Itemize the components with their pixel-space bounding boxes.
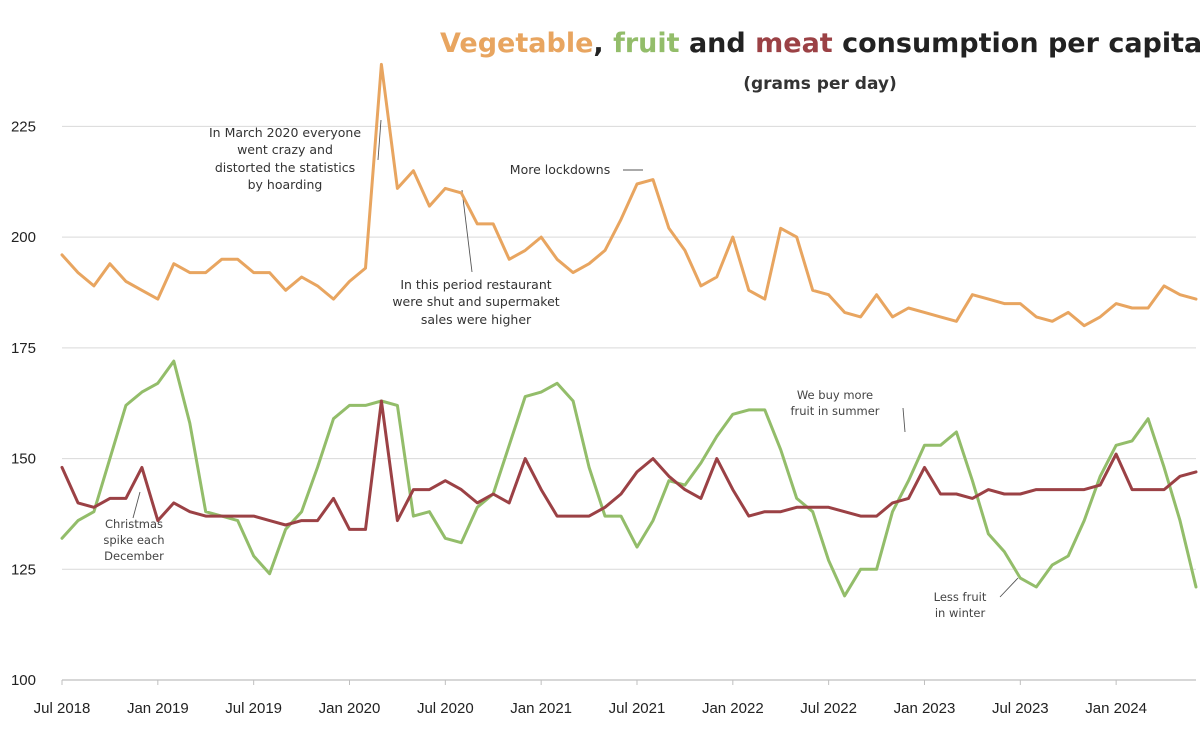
x-tick-label: Jan 2020 <box>319 700 381 717</box>
title-meat: meat <box>755 28 833 59</box>
x-tick-label: Jan 2024 <box>1085 700 1147 717</box>
chart-title: Vegetable, fruit and meat consumption pe… <box>440 28 1200 59</box>
x-tick-label: Jul 2022 <box>800 700 857 717</box>
y-tick-label: 100 <box>11 672 36 689</box>
x-tick-label: Jan 2022 <box>702 700 764 717</box>
title-comma: , <box>593 28 604 59</box>
series-line-fruit <box>60 359 1198 598</box>
x-tick-label: Jan 2021 <box>510 700 572 717</box>
title-fruit: fruit <box>613 28 680 59</box>
y-axis: 100 125 150 175 200 225 <box>11 118 36 689</box>
title-and: and <box>688 28 746 59</box>
y-tick-label: 200 <box>11 229 36 246</box>
annotation-more-lockdowns: More lockdowns <box>509 162 611 177</box>
series-lines <box>60 62 1198 598</box>
x-tick-label: Jul 2018 <box>34 700 91 717</box>
gridlines <box>62 125 1196 570</box>
annotation-fruit-winter: Less fruit in winter <box>933 590 987 620</box>
annotation-leader <box>999 577 1019 598</box>
series-line-meat <box>60 399 1198 531</box>
annotation-leader <box>902 407 906 433</box>
x-tick-label: Jan 2023 <box>894 700 956 717</box>
annotation-christmas: Christmas spike each December <box>103 517 165 563</box>
x-tick-label: Jul 2019 <box>225 700 282 717</box>
series-line-vegetable <box>60 62 1198 328</box>
y-tick-label: 125 <box>11 561 36 578</box>
x-tick-label: Jul 2021 <box>609 700 666 717</box>
x-tick-label: Jul 2020 <box>417 700 474 717</box>
annotation-march-2020: In March 2020 everyone went crazy and di… <box>208 125 362 192</box>
x-tick-label: Jan 2019 <box>127 700 189 717</box>
y-tick-label: 225 <box>11 118 36 135</box>
y-tick-label: 150 <box>11 451 36 468</box>
chart-subtitle: (grams per day) <box>743 74 897 94</box>
title-vegetable: Vegetable <box>440 28 594 59</box>
annotation-leader <box>377 119 382 161</box>
x-tick-label: Jul 2023 <box>992 700 1049 717</box>
x-axis: Jul 2018 Jan 2019 Jul 2019 Jan 2020 Jul 2020… <box>34 679 1196 717</box>
annotation-leaders <box>132 119 1019 598</box>
annotation-leader <box>132 491 141 519</box>
title-rest: consumption per capita <box>842 28 1200 59</box>
annotation-fruit-summer: We buy more fruit in summer <box>790 388 880 418</box>
y-tick-label: 175 <box>11 340 36 357</box>
annotation-restaurants: In this period restaurant were shut and … <box>392 277 560 327</box>
annotation-leader <box>461 189 473 273</box>
